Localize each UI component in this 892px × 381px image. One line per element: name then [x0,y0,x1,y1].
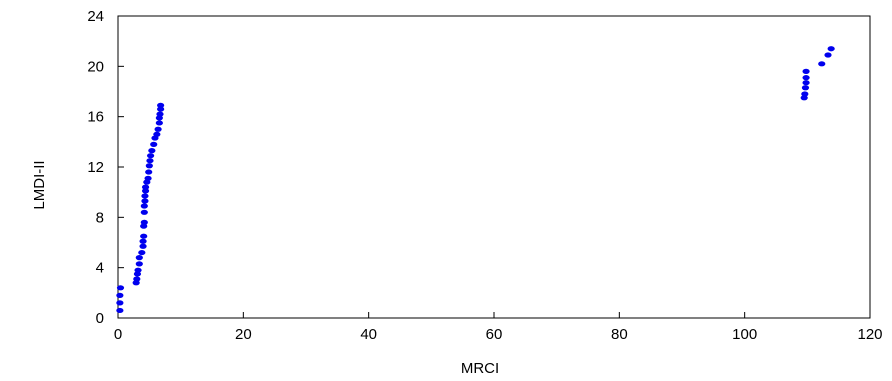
data-point [144,175,152,181]
data-point [157,102,165,108]
data-point [141,184,150,190]
data-point [141,188,150,194]
data-point [116,300,124,306]
data-point [156,111,164,117]
x-tick-label: 120 [857,326,882,343]
y-axis: 0 4 8 12 16 20 24 [87,8,124,327]
data-point [801,85,810,91]
data-point [800,95,808,101]
x-tick-label: 0 [114,326,122,343]
data-point [802,80,810,86]
y-tick-label: 20 [87,58,104,75]
data-point [157,106,165,112]
data-point [802,68,810,74]
data-point [132,280,140,286]
data-point [140,203,148,209]
data-point [135,255,143,261]
data-point [145,163,153,169]
data-point [802,75,810,81]
x-tick-label: 100 [732,326,757,343]
data-point [135,261,143,267]
data-point [146,153,155,159]
data-point [138,249,146,256]
x-tick-label: 40 [360,326,377,343]
data-point [818,61,826,67]
data-point [153,131,161,137]
y-tick-label: 0 [96,310,104,327]
y-tick-label: 12 [87,159,104,176]
y-tick-label: 16 [87,109,104,126]
x-axis: 0 20 40 60 80 100 120 [114,312,883,343]
y-axis-title: LMDI-II [31,160,48,209]
x-tick-label: 60 [486,326,503,343]
data-point [148,148,156,154]
data-point [140,233,148,239]
data-point [141,193,149,199]
data-point [827,46,835,52]
data-point [154,126,162,132]
data-point [140,219,148,225]
data-point [140,209,148,215]
data-point [140,223,148,229]
x-tick-label: 20 [235,326,252,343]
data-point [134,267,142,273]
data-point [139,243,147,249]
data-point [139,238,147,244]
data-point [133,276,141,282]
data-point [116,285,125,291]
data-point [801,91,809,97]
plot-frame [117,15,871,319]
data-point [155,115,163,121]
x-axis-title: MRCI [461,360,499,377]
data-point [150,141,158,147]
data-point [824,52,832,58]
data-point [133,271,142,277]
data-point [145,169,153,175]
data-point [146,158,154,164]
data-point [155,120,163,126]
data-point [116,292,124,298]
x-tick-label: 80 [611,326,628,343]
y-tick-label: 8 [96,209,104,226]
data-points [116,46,835,314]
data-point [116,307,124,314]
y-tick-label: 24 [87,8,104,25]
data-point [141,198,149,204]
y-tick-label: 4 [96,260,104,277]
